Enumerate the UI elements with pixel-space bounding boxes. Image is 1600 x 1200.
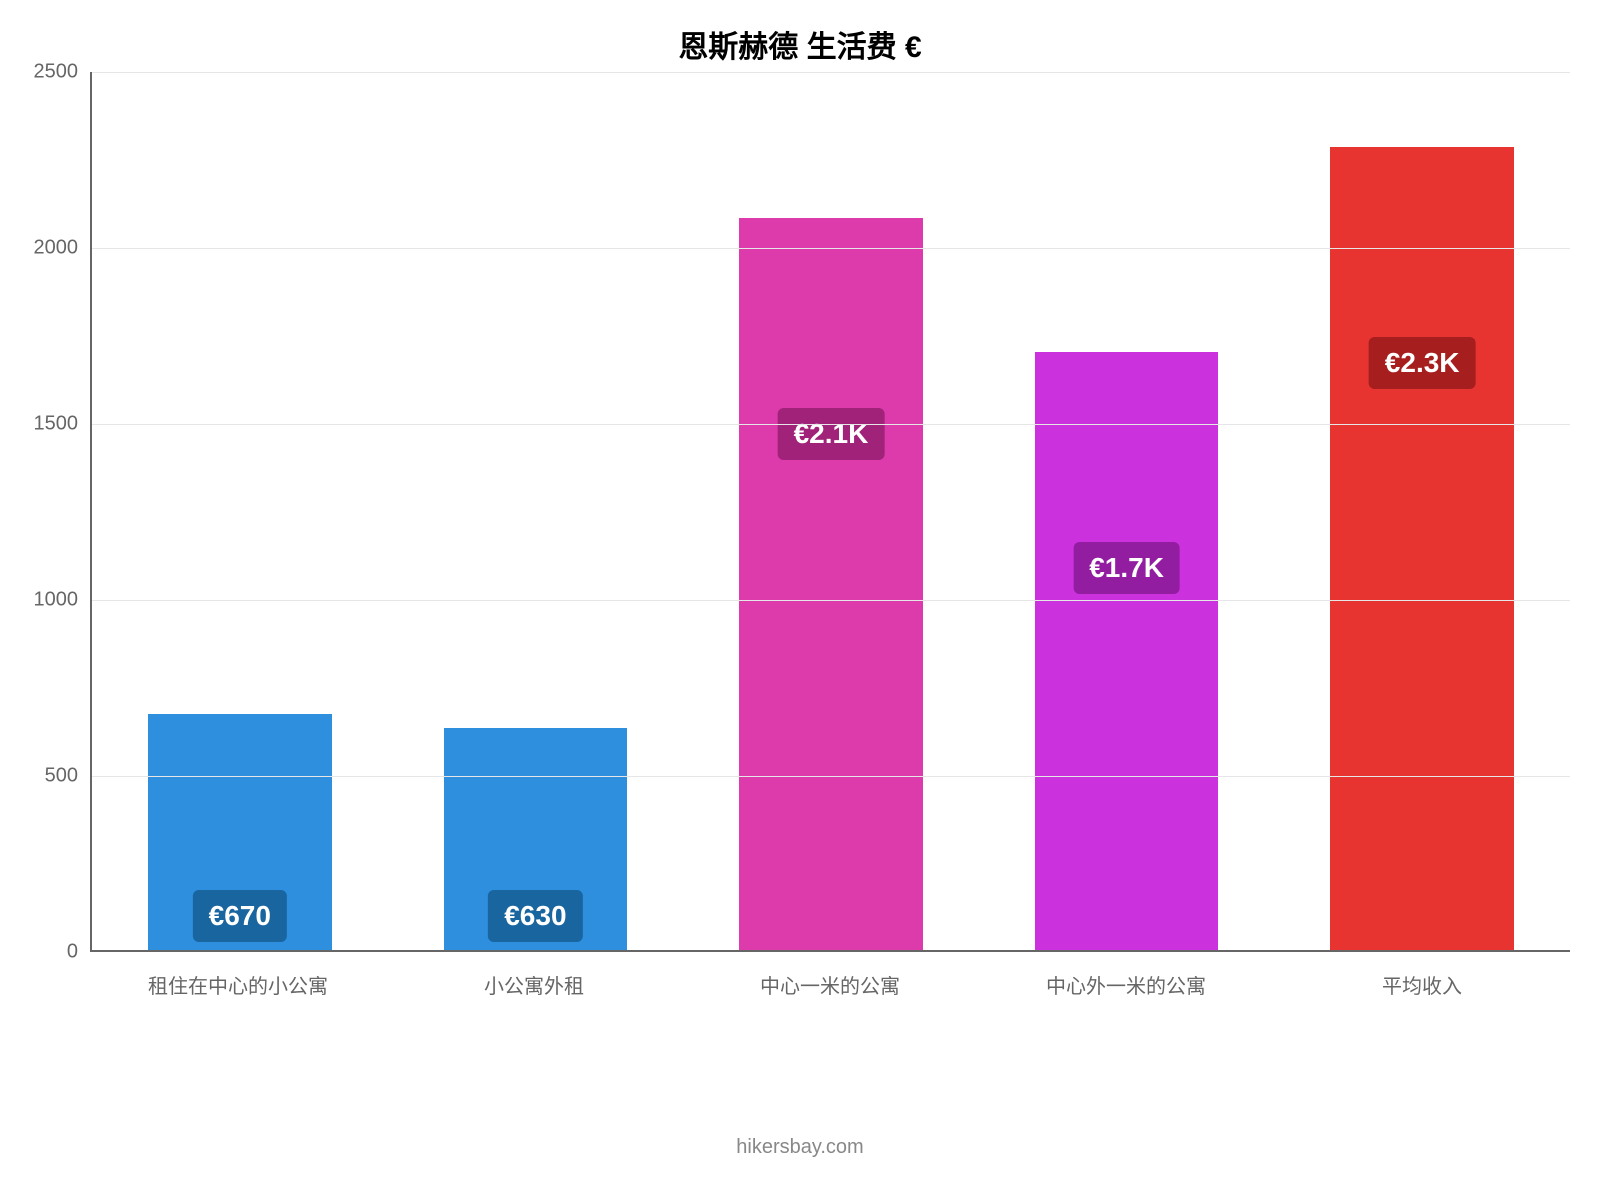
bar-slot: €2.3K — [1274, 72, 1570, 950]
bar-value-badge: €630 — [488, 890, 582, 942]
x-tick-label: 中心外一米的公寓 — [978, 970, 1274, 999]
x-tick-label: 小公寓外租 — [386, 970, 682, 999]
source-attribution: hikersbay.com — [0, 1136, 1600, 1159]
chart-container: 恩斯赫德 生活费 € €670 €630 €2.1K €1.7K €2.3K 0 500 1… — [0, 0, 1600, 1200]
bars-group: €670 €630 €2.1K €1.7K €2.3K — [92, 72, 1570, 950]
bar: €670 — [148, 714, 332, 950]
bar: €2.3K — [1330, 147, 1514, 950]
bar-slot: €1.7K — [979, 72, 1275, 950]
y-tick-label: 1000 — [34, 589, 93, 612]
bar: €630 — [444, 728, 628, 950]
bar-value-badge: €1.7K — [1073, 542, 1180, 594]
plot-area: €670€630€2.1K€1.7K€2.3K 0500100015002000… — [90, 72, 1570, 952]
bar-value-badge: €2.3K — [1369, 337, 1476, 389]
bar-slot: €670 — [92, 72, 388, 950]
bar-slot: €2.1K — [683, 72, 979, 950]
bar-value-badge: €670 — [193, 890, 287, 942]
x-tick-label: 平均收入 — [1274, 970, 1570, 999]
bar: €1.7K — [1035, 352, 1219, 950]
y-tick-label: 2500 — [34, 61, 93, 84]
bar-slot: €630 — [388, 72, 684, 950]
bar-value-badge: €2.1K — [778, 408, 885, 460]
x-tick-label: 中心一米的公寓 — [682, 970, 978, 999]
x-tick-label: 租住在中心的小公寓 — [90, 970, 386, 999]
chart-title: 恩斯赫德 生活费 € — [0, 22, 1600, 66]
gridline — [92, 600, 1570, 601]
y-tick-label: 0 — [67, 941, 92, 964]
gridline — [92, 424, 1570, 425]
y-tick-label: 2000 — [34, 237, 93, 260]
x-axis-labels: 租住在中心的小公寓小公寓外租中心一米的公寓中心外一米的公寓平均收入 — [90, 970, 1570, 999]
gridline — [92, 776, 1570, 777]
gridline — [92, 72, 1570, 73]
y-tick-label: 500 — [45, 765, 92, 788]
bar: €2.1K — [739, 218, 923, 950]
gridline — [92, 248, 1570, 249]
y-tick-label: 1500 — [34, 413, 93, 436]
